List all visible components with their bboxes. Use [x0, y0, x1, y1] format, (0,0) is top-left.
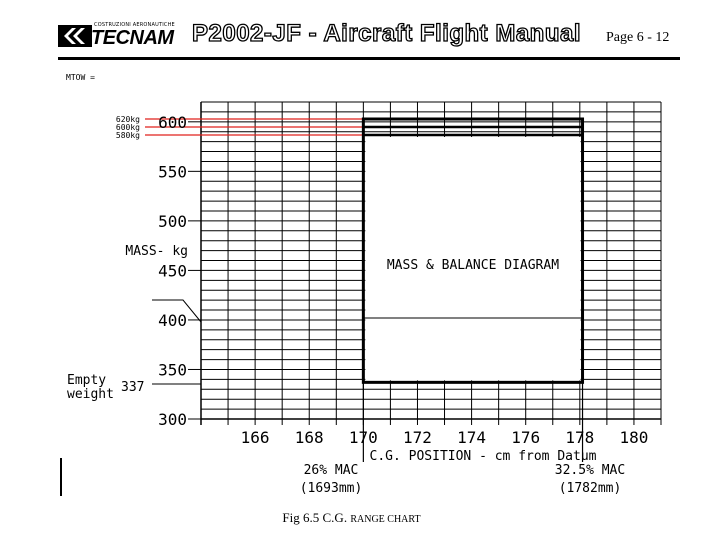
callout-line [152, 299, 202, 323]
y-tick-label: 350 [158, 360, 187, 379]
cg-limit-mm-label: (1782mm) [559, 481, 622, 496]
logo-chevron-icon [58, 25, 92, 47]
envelope-rect [361, 117, 585, 384]
y-tick-label: 300 [158, 410, 187, 429]
x-tick-label: 174 [457, 428, 486, 447]
envelope-fill [365, 137, 581, 381]
mtow-label: MTOW = [66, 73, 95, 82]
figure-caption: Fig 6.5 C.G. RANGE CHART [0, 510, 703, 526]
x-tick-label: 168 [295, 428, 324, 447]
x-tick-label: 180 [619, 428, 648, 447]
y-tick-label: 500 [158, 212, 187, 231]
logo-main-text: TECNAM [91, 27, 174, 49]
mtow-line-label: 600kg [116, 123, 140, 132]
cg-limit-mm-label: (1693mm) [300, 481, 363, 496]
y-tick-label: 600 [158, 113, 187, 132]
page-header: COSTRUZIONI AERONAUTICHE TECNAM P2002-JF… [58, 19, 680, 58]
x-tick-label: 176 [511, 428, 540, 447]
cg-limit-mac-label: 32.5% MAC [555, 463, 625, 478]
x-tick-label: 172 [403, 428, 432, 447]
x-tick-label: 166 [241, 428, 270, 447]
empty-weight-label-2: weight [67, 387, 114, 402]
diagram-title: MASS & BALANCE DIAGRAM [387, 258, 559, 273]
y-tick-label: 550 [158, 162, 187, 181]
cg-limit-mac-label: 26% MAC [304, 463, 359, 478]
mtow-line-label: 620kg [116, 115, 140, 124]
cg-envelope: MASS & BALANCE DIAGRAM [361, 117, 585, 384]
x-tick-label: 178 [565, 428, 594, 447]
x-axis-label: C.G. POSITION - cm from Datum [370, 449, 597, 464]
logo-small-text: COSTRUZIONI AERONAUTICHE [94, 22, 175, 28]
mtow-line-label: 580kg [116, 131, 140, 140]
document-title: P2002-JF - Aircraft Flight Manual [191, 19, 582, 47]
y-tick-label: 450 [158, 261, 187, 280]
caption-rest: RANGE CHART [350, 514, 421, 525]
empty-weight-label-1: Empty [67, 373, 106, 388]
tecnam-logo: COSTRUZIONI AERONAUTICHE TECNAM [58, 22, 178, 49]
page-number: Page 6 - 12 [606, 30, 670, 45]
caption-prefix: Fig 6.5 C.G. [282, 510, 348, 525]
header-rule [58, 57, 680, 60]
y-tick-label: 400 [158, 311, 187, 330]
revision-bar [60, 458, 62, 496]
y-axis-label: MASS- kg [125, 244, 188, 259]
empty-weight-value: 337 [121, 380, 144, 395]
